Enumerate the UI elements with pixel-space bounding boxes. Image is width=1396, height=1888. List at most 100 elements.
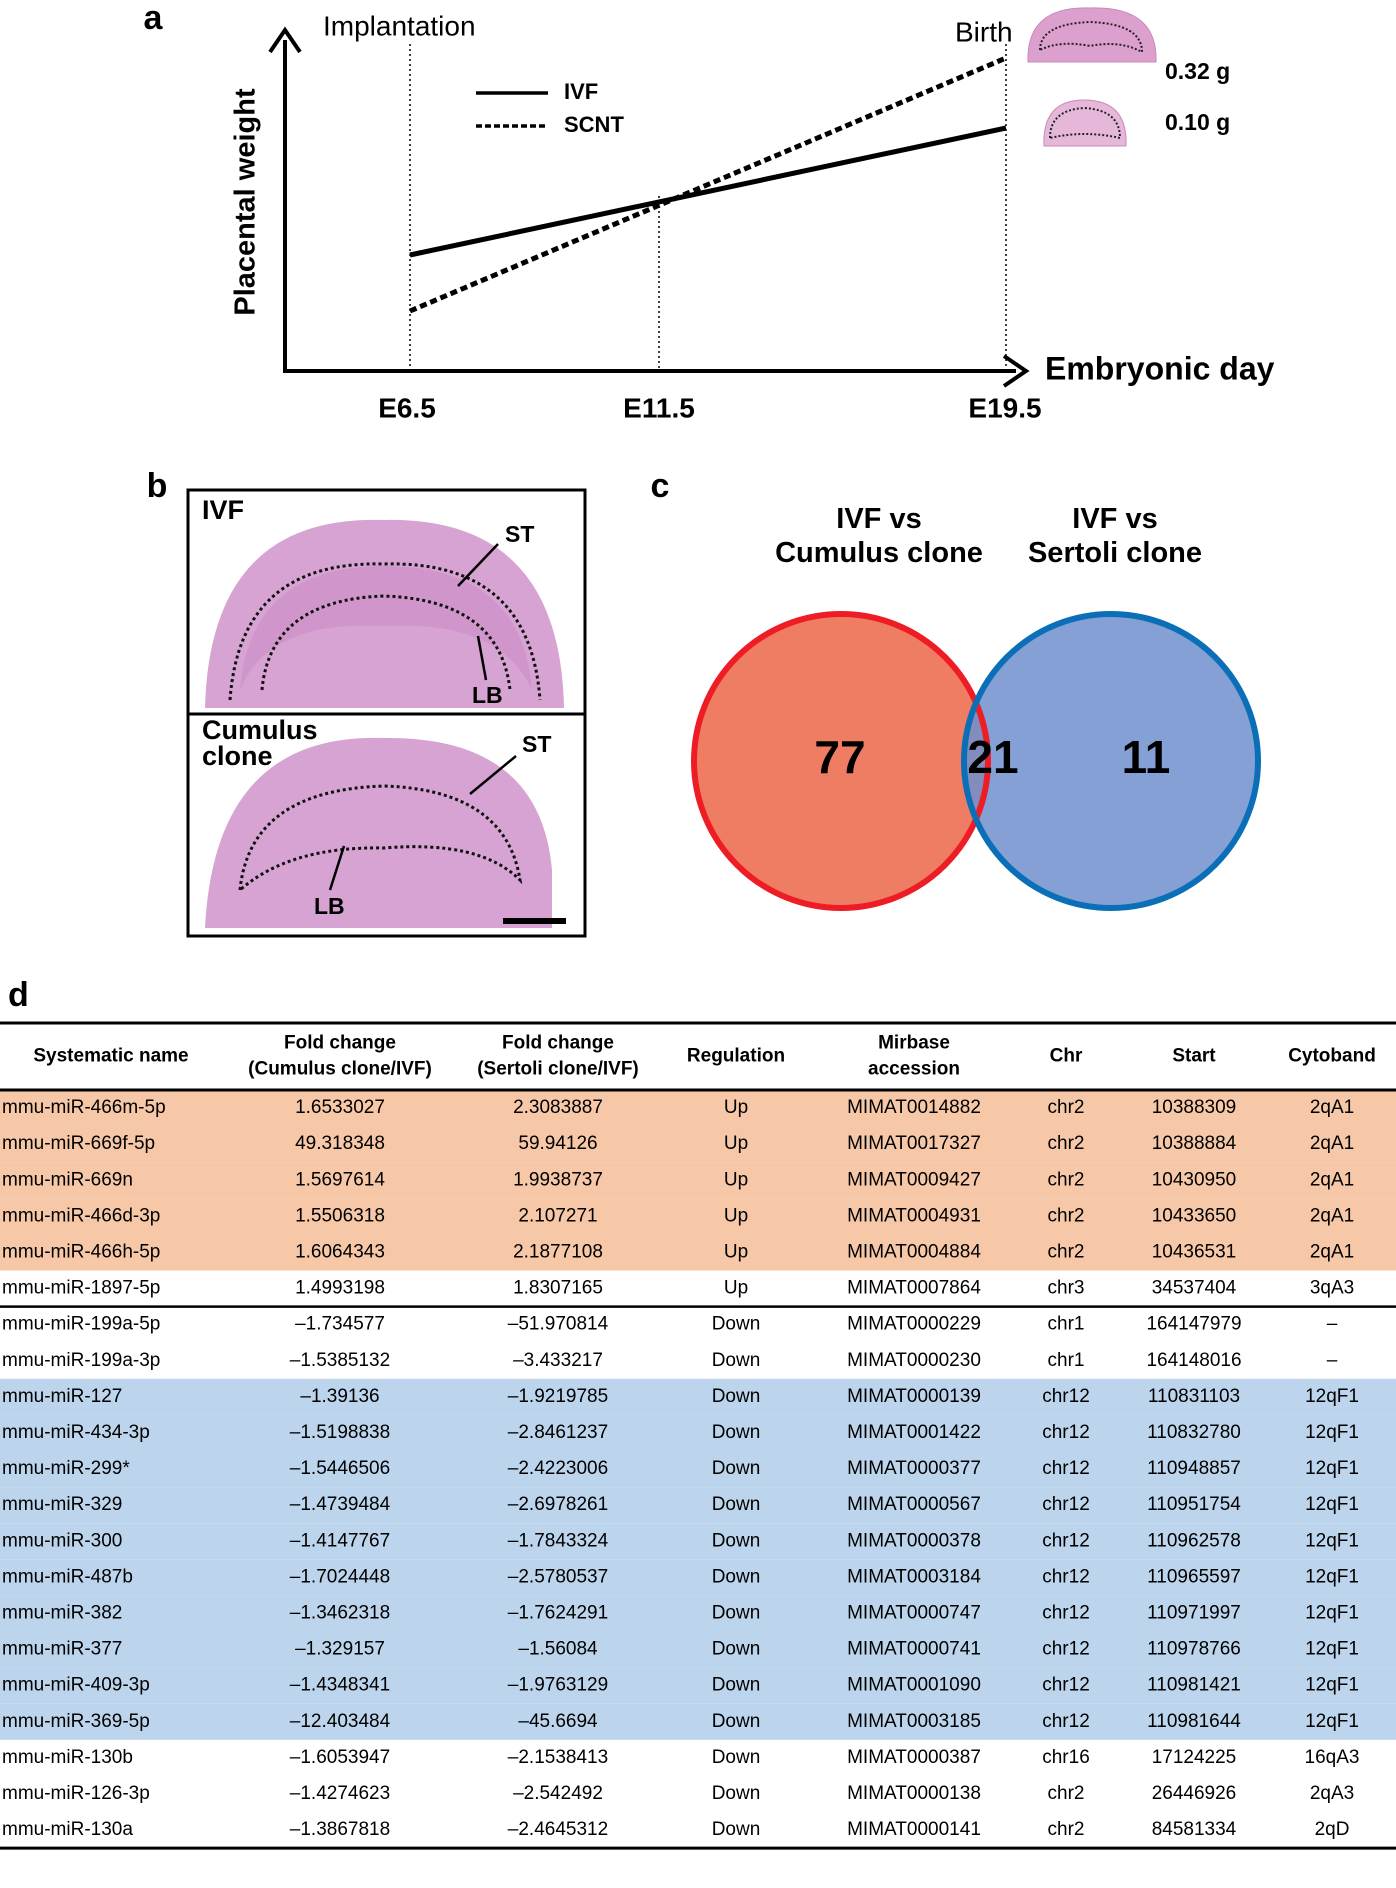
weight-label: 0.10 g xyxy=(1165,109,1230,135)
table-cell: 164148016 xyxy=(1146,1350,1241,1371)
table-cell: Up xyxy=(724,1169,748,1190)
table-cell: chr12 xyxy=(1042,1530,1090,1551)
table-cell: 3qA3 xyxy=(1310,1278,1354,1299)
sample-label: IVF xyxy=(202,495,244,525)
row-highlight xyxy=(0,1487,1396,1524)
x-tick-label: E11.5 xyxy=(623,392,695,423)
table-cell: 110981644 xyxy=(1147,1711,1241,1732)
table-cell: chr12 xyxy=(1042,1711,1090,1732)
table-cell: –12.403484 xyxy=(290,1711,391,1732)
venn-outline xyxy=(961,611,1261,911)
table-cell: mmu-miR-466m-5p xyxy=(2,1097,166,1118)
x-axis-label: Embryonic day xyxy=(1045,350,1275,386)
venn-count: 77 xyxy=(814,731,865,783)
row-highlight xyxy=(0,1126,1396,1163)
y-axis-label: Placental weight xyxy=(230,88,262,316)
table-cell: Down xyxy=(712,1639,761,1660)
table-cell: –1.9763129 xyxy=(508,1675,608,1696)
panel-label: a xyxy=(144,0,164,37)
table-cell: 49.318348 xyxy=(295,1133,385,1154)
table-cell: –1.329157 xyxy=(295,1639,385,1660)
table-cell: chr2 xyxy=(1048,1097,1085,1118)
row-highlight xyxy=(0,1667,1396,1704)
table-cell: –1.3867818 xyxy=(290,1819,390,1840)
table-cell: MIMAT0003185 xyxy=(847,1711,981,1732)
table-cell: Down xyxy=(712,1530,761,1551)
table-cell: –1.4274623 xyxy=(290,1783,390,1804)
table-cell: Up xyxy=(724,1241,748,1262)
table-cell: mmu-miR-130b xyxy=(2,1747,133,1768)
table-cell: 1.4993198 xyxy=(295,1278,385,1299)
table-cell: Down xyxy=(712,1350,761,1371)
venn-circle xyxy=(964,614,1258,908)
table-cell: MIMAT0004884 xyxy=(847,1241,981,1262)
table-cell: –1.4147767 xyxy=(290,1530,390,1551)
table-cell: Down xyxy=(712,1675,761,1696)
column-header: Mirbase accession xyxy=(868,1033,960,1080)
column-header-line: Start xyxy=(1172,1046,1216,1067)
table-cell: chr2 xyxy=(1048,1133,1085,1154)
column-header: Regulation xyxy=(687,1046,785,1067)
table-cell: 2qA3 xyxy=(1310,1783,1354,1804)
table-cell: –1.734577 xyxy=(295,1314,385,1335)
table-cell: 110971997 xyxy=(1147,1602,1241,1623)
pointer xyxy=(476,635,488,681)
table-cell: MIMAT0007864 xyxy=(847,1278,981,1299)
table-cell: –51.970814 xyxy=(508,1314,609,1335)
table-cell: 12qF1 xyxy=(1305,1711,1359,1732)
table-cell: –1.7843324 xyxy=(508,1530,609,1551)
table-cell: 1.5506318 xyxy=(295,1205,385,1226)
table-cell: MIMAT0000378 xyxy=(847,1530,981,1551)
table-cell: 2qA1 xyxy=(1310,1097,1354,1118)
table-cell: Down xyxy=(712,1747,761,1768)
table-cell: Up xyxy=(724,1205,748,1226)
table-cell: –2.1538413 xyxy=(508,1747,608,1768)
table-cell: chr1 xyxy=(1048,1314,1085,1335)
table-cell: Down xyxy=(712,1602,761,1623)
table-cell: –3.433217 xyxy=(513,1350,603,1371)
placenta-image xyxy=(205,737,552,928)
set-label-line: IVF vs xyxy=(836,503,921,535)
annotation: Implantation xyxy=(323,10,476,41)
set-label-line: IVF vs xyxy=(1072,503,1157,535)
scnt-line xyxy=(409,55,1007,314)
table-cell: chr2 xyxy=(1048,1169,1085,1190)
region-label: LB xyxy=(314,893,345,919)
row-highlight xyxy=(0,1198,1396,1235)
table-cell: Down xyxy=(712,1711,761,1732)
row-highlight xyxy=(0,1703,1396,1740)
table-cell: –2.542492 xyxy=(513,1783,603,1804)
table-cell: 12qF1 xyxy=(1305,1494,1359,1515)
table-cell: mmu-miR-434-3p xyxy=(2,1422,150,1443)
table-cell: 1.6064343 xyxy=(295,1241,385,1262)
table-cell: Up xyxy=(724,1278,748,1299)
table-cell: –1.4739484 xyxy=(290,1494,391,1515)
table-cell: chr1 xyxy=(1048,1350,1085,1371)
column-header-line: Regulation xyxy=(687,1046,785,1067)
table-cell: 110832780 xyxy=(1147,1422,1241,1443)
panel-d: d Systematic name Fold change (Cumulus clo… xyxy=(0,976,1396,1850)
table-cell: 2qA1 xyxy=(1310,1205,1354,1226)
table-cell: –2.4645312 xyxy=(508,1819,608,1840)
table-cell: chr2 xyxy=(1048,1783,1085,1804)
table-cell: mmu-miR-126-3p xyxy=(2,1783,150,1804)
table-cell: 110978766 xyxy=(1147,1639,1241,1660)
row-highlight xyxy=(0,1234,1396,1271)
table-cell: –2.8461237 xyxy=(508,1422,608,1443)
table-cell: – xyxy=(1327,1350,1338,1371)
table-cell: chr12 xyxy=(1042,1639,1090,1660)
column-header: Chr xyxy=(1050,1046,1083,1067)
labels: IVF ST LB Cumulus clone ST LB xyxy=(202,495,566,924)
table-cell: –2.6978261 xyxy=(508,1494,608,1515)
table-cell: MIMAT0000741 xyxy=(847,1639,981,1660)
column-header-line: accession xyxy=(868,1059,960,1080)
set-label-line: Sertoli clone xyxy=(1028,537,1202,569)
row-highlight xyxy=(0,1631,1396,1668)
table-cell: –1.7024448 xyxy=(290,1566,390,1587)
row-highlight xyxy=(0,1523,1396,1560)
table-cell: mmu-miR-299* xyxy=(2,1458,130,1479)
table-cell: 2.107271 xyxy=(518,1205,597,1226)
table-cell: 59.94126 xyxy=(518,1133,597,1154)
annotation: Birth xyxy=(955,16,1013,47)
table-cell: mmu-miR-130a xyxy=(2,1819,133,1840)
